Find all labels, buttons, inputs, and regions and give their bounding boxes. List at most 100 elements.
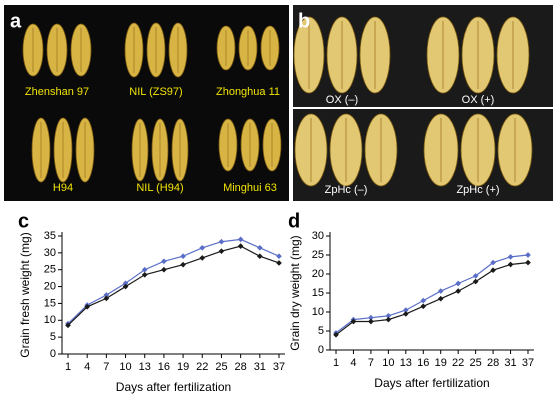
data-point bbox=[103, 295, 110, 302]
x-tick-label: 16 bbox=[158, 361, 170, 373]
y-tick-label: 25 bbox=[44, 264, 56, 276]
data-point bbox=[368, 314, 374, 321]
data-point bbox=[507, 254, 514, 260]
y-axis-label: Grain fresh weight (mg) bbox=[18, 232, 32, 357]
x-tick-label: 25 bbox=[470, 357, 482, 369]
data-point bbox=[455, 288, 462, 294]
data-point bbox=[180, 253, 186, 260]
data-point bbox=[385, 316, 392, 323]
x-tick-label: 22 bbox=[452, 357, 464, 369]
photo-label: Zhenshan 97 bbox=[25, 86, 89, 98]
x-tick-label: 22 bbox=[196, 361, 208, 373]
x-tick-label: 31 bbox=[254, 361, 266, 373]
data-point bbox=[256, 244, 263, 251]
x-tick-label: 16 bbox=[417, 357, 429, 369]
y-tick-label: 0 bbox=[318, 344, 324, 356]
x-tick-label: 28 bbox=[487, 357, 499, 369]
series-line bbox=[67, 245, 280, 326]
data-point bbox=[507, 261, 514, 268]
x-tick-label: 10 bbox=[382, 357, 394, 369]
y-tick-label: 10 bbox=[312, 306, 324, 318]
y-tick-label: 15 bbox=[312, 287, 324, 299]
photo-label: OX (–) bbox=[326, 94, 358, 106]
x-tick-label: 37 bbox=[273, 361, 285, 373]
x-tick-label: 37 bbox=[522, 357, 534, 369]
photo-label: OX (+) bbox=[462, 94, 495, 106]
y-tick-label: 25 bbox=[312, 249, 324, 261]
x-tick-label: 7 bbox=[103, 361, 109, 373]
series-line bbox=[335, 254, 529, 334]
x-tick-label: 13 bbox=[400, 357, 412, 369]
data-point bbox=[103, 292, 110, 298]
data-point bbox=[420, 303, 427, 310]
data-point bbox=[276, 253, 282, 260]
data-point bbox=[490, 259, 496, 266]
data-point bbox=[180, 261, 186, 268]
y-tick-label: 20 bbox=[312, 268, 324, 280]
data-point bbox=[84, 303, 91, 310]
x-tick-label: 13 bbox=[139, 361, 151, 373]
y-tick-label: 35 bbox=[44, 230, 56, 242]
data-point bbox=[161, 258, 167, 265]
grain-photos bbox=[22, 16, 533, 187]
y-tick-label: 5 bbox=[318, 325, 324, 337]
data-point bbox=[256, 253, 263, 260]
x-tick-label: 4 bbox=[350, 357, 356, 369]
data-point bbox=[472, 278, 479, 285]
data-point bbox=[141, 266, 148, 273]
data-point bbox=[490, 267, 496, 274]
x-tick-label: 28 bbox=[235, 361, 247, 373]
data-point bbox=[122, 280, 129, 287]
y-axis-label: Grain dry weight (mg) bbox=[288, 235, 302, 350]
x-axis-label: Days after fertilization bbox=[116, 380, 231, 394]
data-point bbox=[218, 238, 225, 245]
data-point bbox=[237, 243, 244, 249]
y-tick-label: 30 bbox=[312, 230, 324, 242]
data-point bbox=[237, 236, 244, 243]
data-point bbox=[350, 318, 357, 325]
data-point bbox=[455, 280, 462, 287]
data-point bbox=[333, 331, 339, 338]
photo-label: ZpHc (+) bbox=[456, 184, 499, 196]
data-point bbox=[437, 288, 444, 294]
series-line bbox=[335, 262, 529, 336]
photo-label: NIL (ZS97) bbox=[129, 86, 182, 98]
y-tick-label: 15 bbox=[44, 297, 56, 309]
y-tick-label: 5 bbox=[50, 331, 56, 343]
x-tick-label: 4 bbox=[84, 361, 90, 373]
photo-label: H94 bbox=[53, 182, 73, 194]
y-tick-label: 0 bbox=[50, 348, 56, 360]
photo-label: NIL (H94) bbox=[136, 182, 183, 194]
y-tick-label: 20 bbox=[44, 280, 56, 292]
panel-letter: a bbox=[10, 10, 22, 32]
x-tick-label: 1 bbox=[333, 357, 339, 369]
photo-label: Zhonghua 11 bbox=[216, 86, 280, 98]
data-point bbox=[437, 295, 444, 302]
data-point bbox=[385, 312, 392, 319]
x-tick-label: 1 bbox=[65, 361, 71, 373]
data-point bbox=[199, 255, 206, 261]
series-line bbox=[67, 238, 280, 325]
panel-letter: c bbox=[18, 210, 29, 232]
y-tick-label: 10 bbox=[44, 314, 56, 326]
photo-label: Minghui 63 bbox=[223, 182, 277, 194]
x-tick-label: 19 bbox=[177, 361, 189, 373]
photo-label: ZpHc (–) bbox=[325, 184, 368, 196]
data-point bbox=[65, 322, 71, 329]
data-point bbox=[525, 252, 531, 258]
data-point bbox=[218, 248, 225, 254]
data-point bbox=[525, 259, 531, 266]
data-point bbox=[276, 260, 282, 266]
data-point bbox=[161, 266, 167, 273]
panel-letter: d bbox=[288, 210, 300, 232]
data-point bbox=[122, 283, 129, 290]
data-point bbox=[199, 244, 206, 251]
data-point bbox=[472, 273, 479, 279]
data-point bbox=[402, 307, 409, 313]
x-tick-label: 31 bbox=[504, 357, 516, 369]
data-point bbox=[420, 297, 427, 304]
x-tick-label: 7 bbox=[368, 357, 374, 369]
data-point bbox=[368, 318, 374, 325]
data-point bbox=[402, 311, 409, 317]
